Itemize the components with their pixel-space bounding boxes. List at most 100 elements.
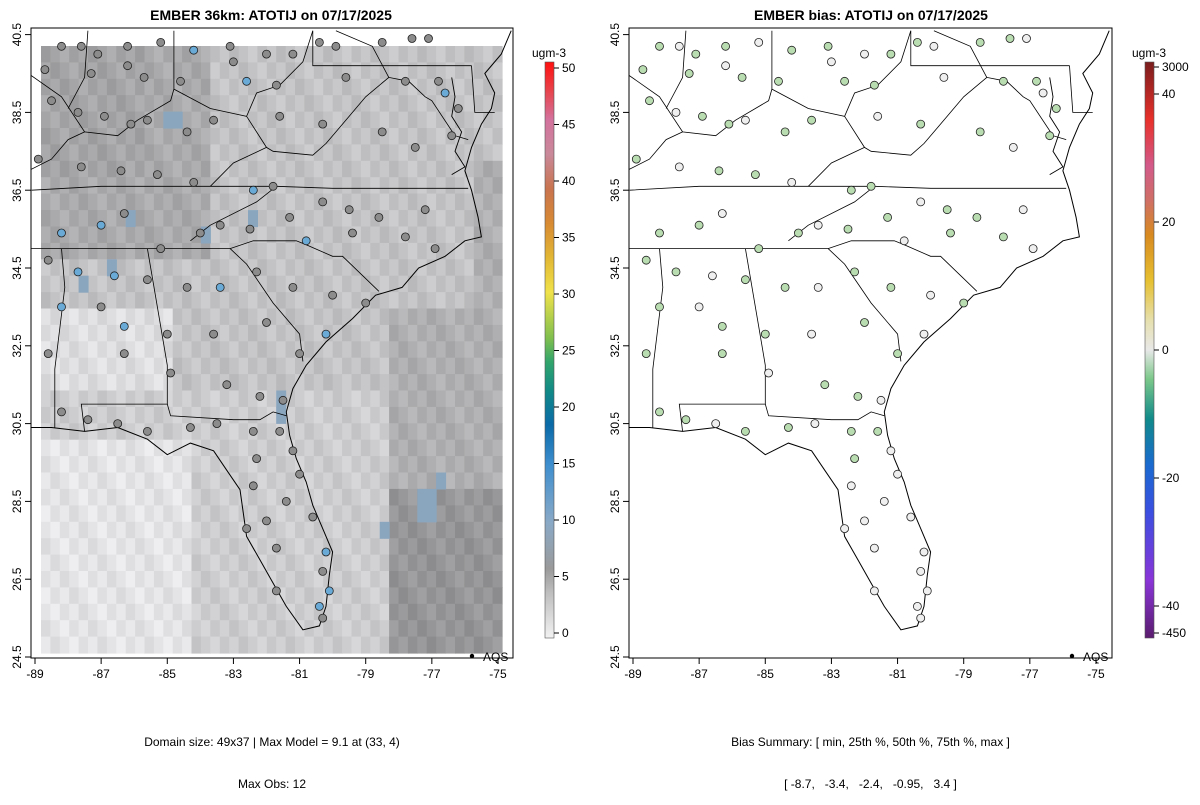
grid-cell	[97, 242, 108, 260]
grid-cell	[389, 275, 400, 293]
aqs-site	[318, 119, 328, 129]
grid-cell	[78, 128, 89, 145]
aqs-site	[123, 61, 132, 71]
grid-cell	[398, 78, 409, 96]
grid-cell	[257, 259, 268, 277]
grid-cell	[200, 160, 211, 178]
grid-cell	[332, 603, 343, 621]
aqs-site	[40, 65, 50, 74]
grid-cell-elevated	[248, 210, 258, 228]
grid-cell	[464, 193, 475, 211]
grid-cell	[135, 341, 146, 359]
grid-cell	[238, 636, 249, 654]
grid-cell	[455, 324, 465, 342]
grid-cell	[210, 620, 221, 638]
grid-cell	[163, 538, 174, 556]
x-tick-label: -83	[823, 667, 841, 681]
grid-cell	[276, 46, 287, 63]
grid-cell	[445, 308, 456, 326]
grid-cell	[200, 193, 211, 211]
grid-cell	[276, 226, 287, 244]
grid-cell	[78, 374, 89, 392]
grid-cell	[483, 324, 494, 342]
grid-cell	[219, 423, 230, 441]
grid-cell	[445, 78, 456, 96]
grid-cell	[50, 160, 61, 178]
grid-cell	[323, 603, 334, 621]
grid-cell	[426, 226, 437, 244]
grid-cell	[135, 439, 146, 457]
grid-cell	[229, 308, 240, 326]
grid-cell	[135, 357, 146, 375]
grid-cell	[360, 242, 371, 260]
bias-site	[813, 220, 823, 230]
grid-cell	[304, 259, 315, 277]
grid-cell	[351, 423, 362, 441]
grid-cell	[248, 636, 258, 654]
grid-cell	[266, 324, 277, 342]
grid-cell	[426, 603, 437, 621]
grid-cell	[370, 374, 381, 392]
left-colorbar-units: ugm-3	[532, 46, 566, 60]
grid-cell	[210, 128, 221, 145]
bias-site	[873, 111, 883, 121]
grid-cell	[351, 259, 362, 277]
grid-cell	[445, 554, 456, 572]
grid-cell	[135, 46, 146, 63]
grid-cell	[276, 193, 287, 211]
grid-cell	[219, 78, 230, 96]
grid-cell	[455, 177, 465, 195]
grid-cell	[125, 308, 136, 326]
grid-cell	[219, 472, 230, 490]
grid-cell	[248, 111, 258, 129]
aqs-site	[182, 282, 192, 292]
bias-site	[893, 469, 902, 479]
grid-cell	[266, 587, 277, 605]
grid-cell	[389, 210, 400, 228]
grid-cell	[106, 636, 117, 654]
aqs-site	[328, 290, 338, 300]
grid-cell	[464, 62, 475, 80]
grid-cell	[144, 95, 155, 113]
aqs-site	[248, 426, 258, 436]
grid-cell	[445, 160, 456, 178]
grid-cell	[295, 571, 305, 588]
grid-cell	[407, 423, 418, 441]
grid-cell	[389, 439, 400, 457]
aqs-site	[33, 154, 43, 164]
grid-cell	[389, 111, 400, 129]
bias-site	[1032, 76, 1041, 86]
grid-cell	[106, 406, 117, 424]
grid-cell	[41, 636, 51, 654]
grid-cell	[379, 472, 390, 490]
grid-cell	[323, 177, 334, 195]
grid-cell	[238, 341, 249, 359]
grid-cell	[106, 128, 117, 145]
grid-cell	[455, 472, 465, 490]
grid-cell	[88, 439, 98, 457]
grid-cell	[492, 324, 503, 342]
grid-cell	[125, 620, 136, 638]
grid-cell	[144, 374, 155, 392]
grid-cell	[276, 78, 287, 96]
grid-cell	[313, 210, 324, 228]
grid-cell	[59, 571, 70, 588]
grid-cell	[492, 472, 503, 490]
aqs-legend-dot	[1069, 653, 1075, 659]
grid-cell	[483, 390, 494, 408]
grid-cell	[455, 505, 465, 523]
grid-cell	[389, 193, 400, 211]
grid-cell	[407, 210, 418, 228]
grid-cell	[370, 571, 381, 588]
grid-cell	[135, 193, 146, 211]
bias-site	[999, 76, 1008, 86]
grid-cell	[304, 242, 315, 260]
grid-cell	[304, 505, 315, 523]
grid-cell	[135, 210, 146, 228]
grid-cell	[144, 128, 155, 145]
grid-cell	[492, 226, 503, 244]
grid-cell	[276, 259, 287, 277]
grid-cell	[464, 423, 475, 441]
grid-cell	[464, 111, 475, 129]
grid-cell	[266, 160, 277, 178]
